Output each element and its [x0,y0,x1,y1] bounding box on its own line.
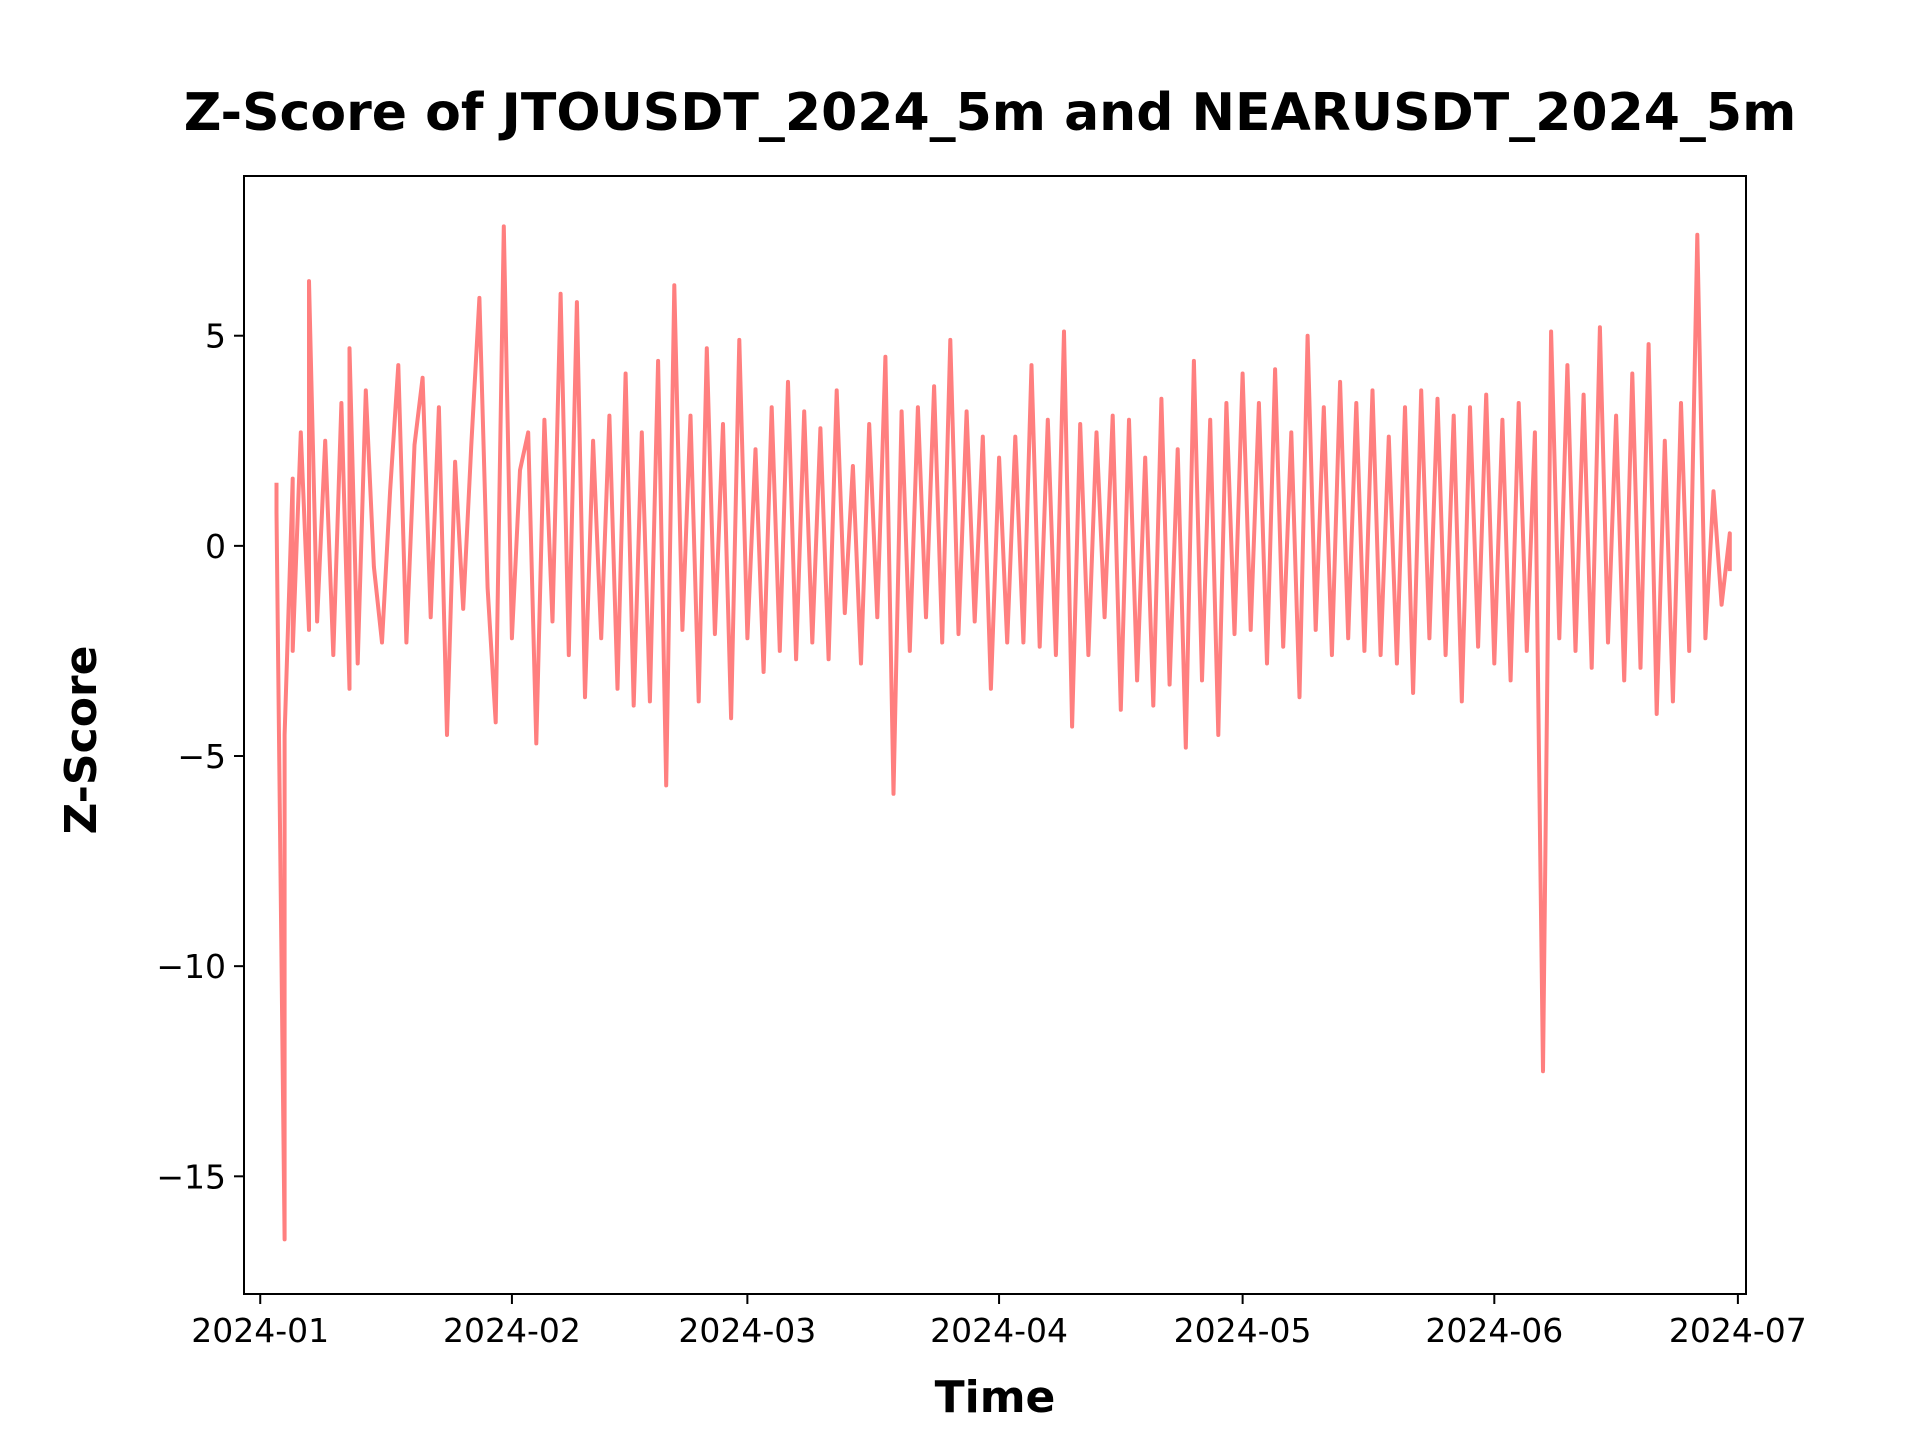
y-tick-label: −5 [177,737,226,776]
y-tick-label: −15 [156,1157,226,1196]
x-tick-label: 2024-03 [678,1311,816,1350]
y-axis-label: Z-Score [56,646,107,835]
x-tick-label: 2024-02 [443,1311,581,1350]
y-tick-label: 5 [205,317,226,356]
y-tick-label: 0 [205,527,226,566]
plot-area-frame [243,175,1747,1295]
zscore-series-line-0 [274,224,1732,1242]
tick-layer: 2024-01 2024-02 2024-03 2024-04 2024-05 2024-… [156,317,1806,1350]
x-tick-label: 2024-04 [930,1311,1068,1350]
series-layer [274,224,1732,1242]
x-tick-label: 2024-05 [1174,1311,1312,1350]
x-tick-label: 2024-07 [1669,1311,1807,1350]
x-axis-label: Time [935,1372,1056,1423]
x-tick-label: 2024-01 [191,1311,329,1350]
y-tick-label: −10 [156,947,226,986]
x-tick-label: 2024-06 [1425,1311,1563,1350]
chart-title: Z-Score of JTOUSDT_2024_5m and NEARUSDT_… [184,83,1797,143]
